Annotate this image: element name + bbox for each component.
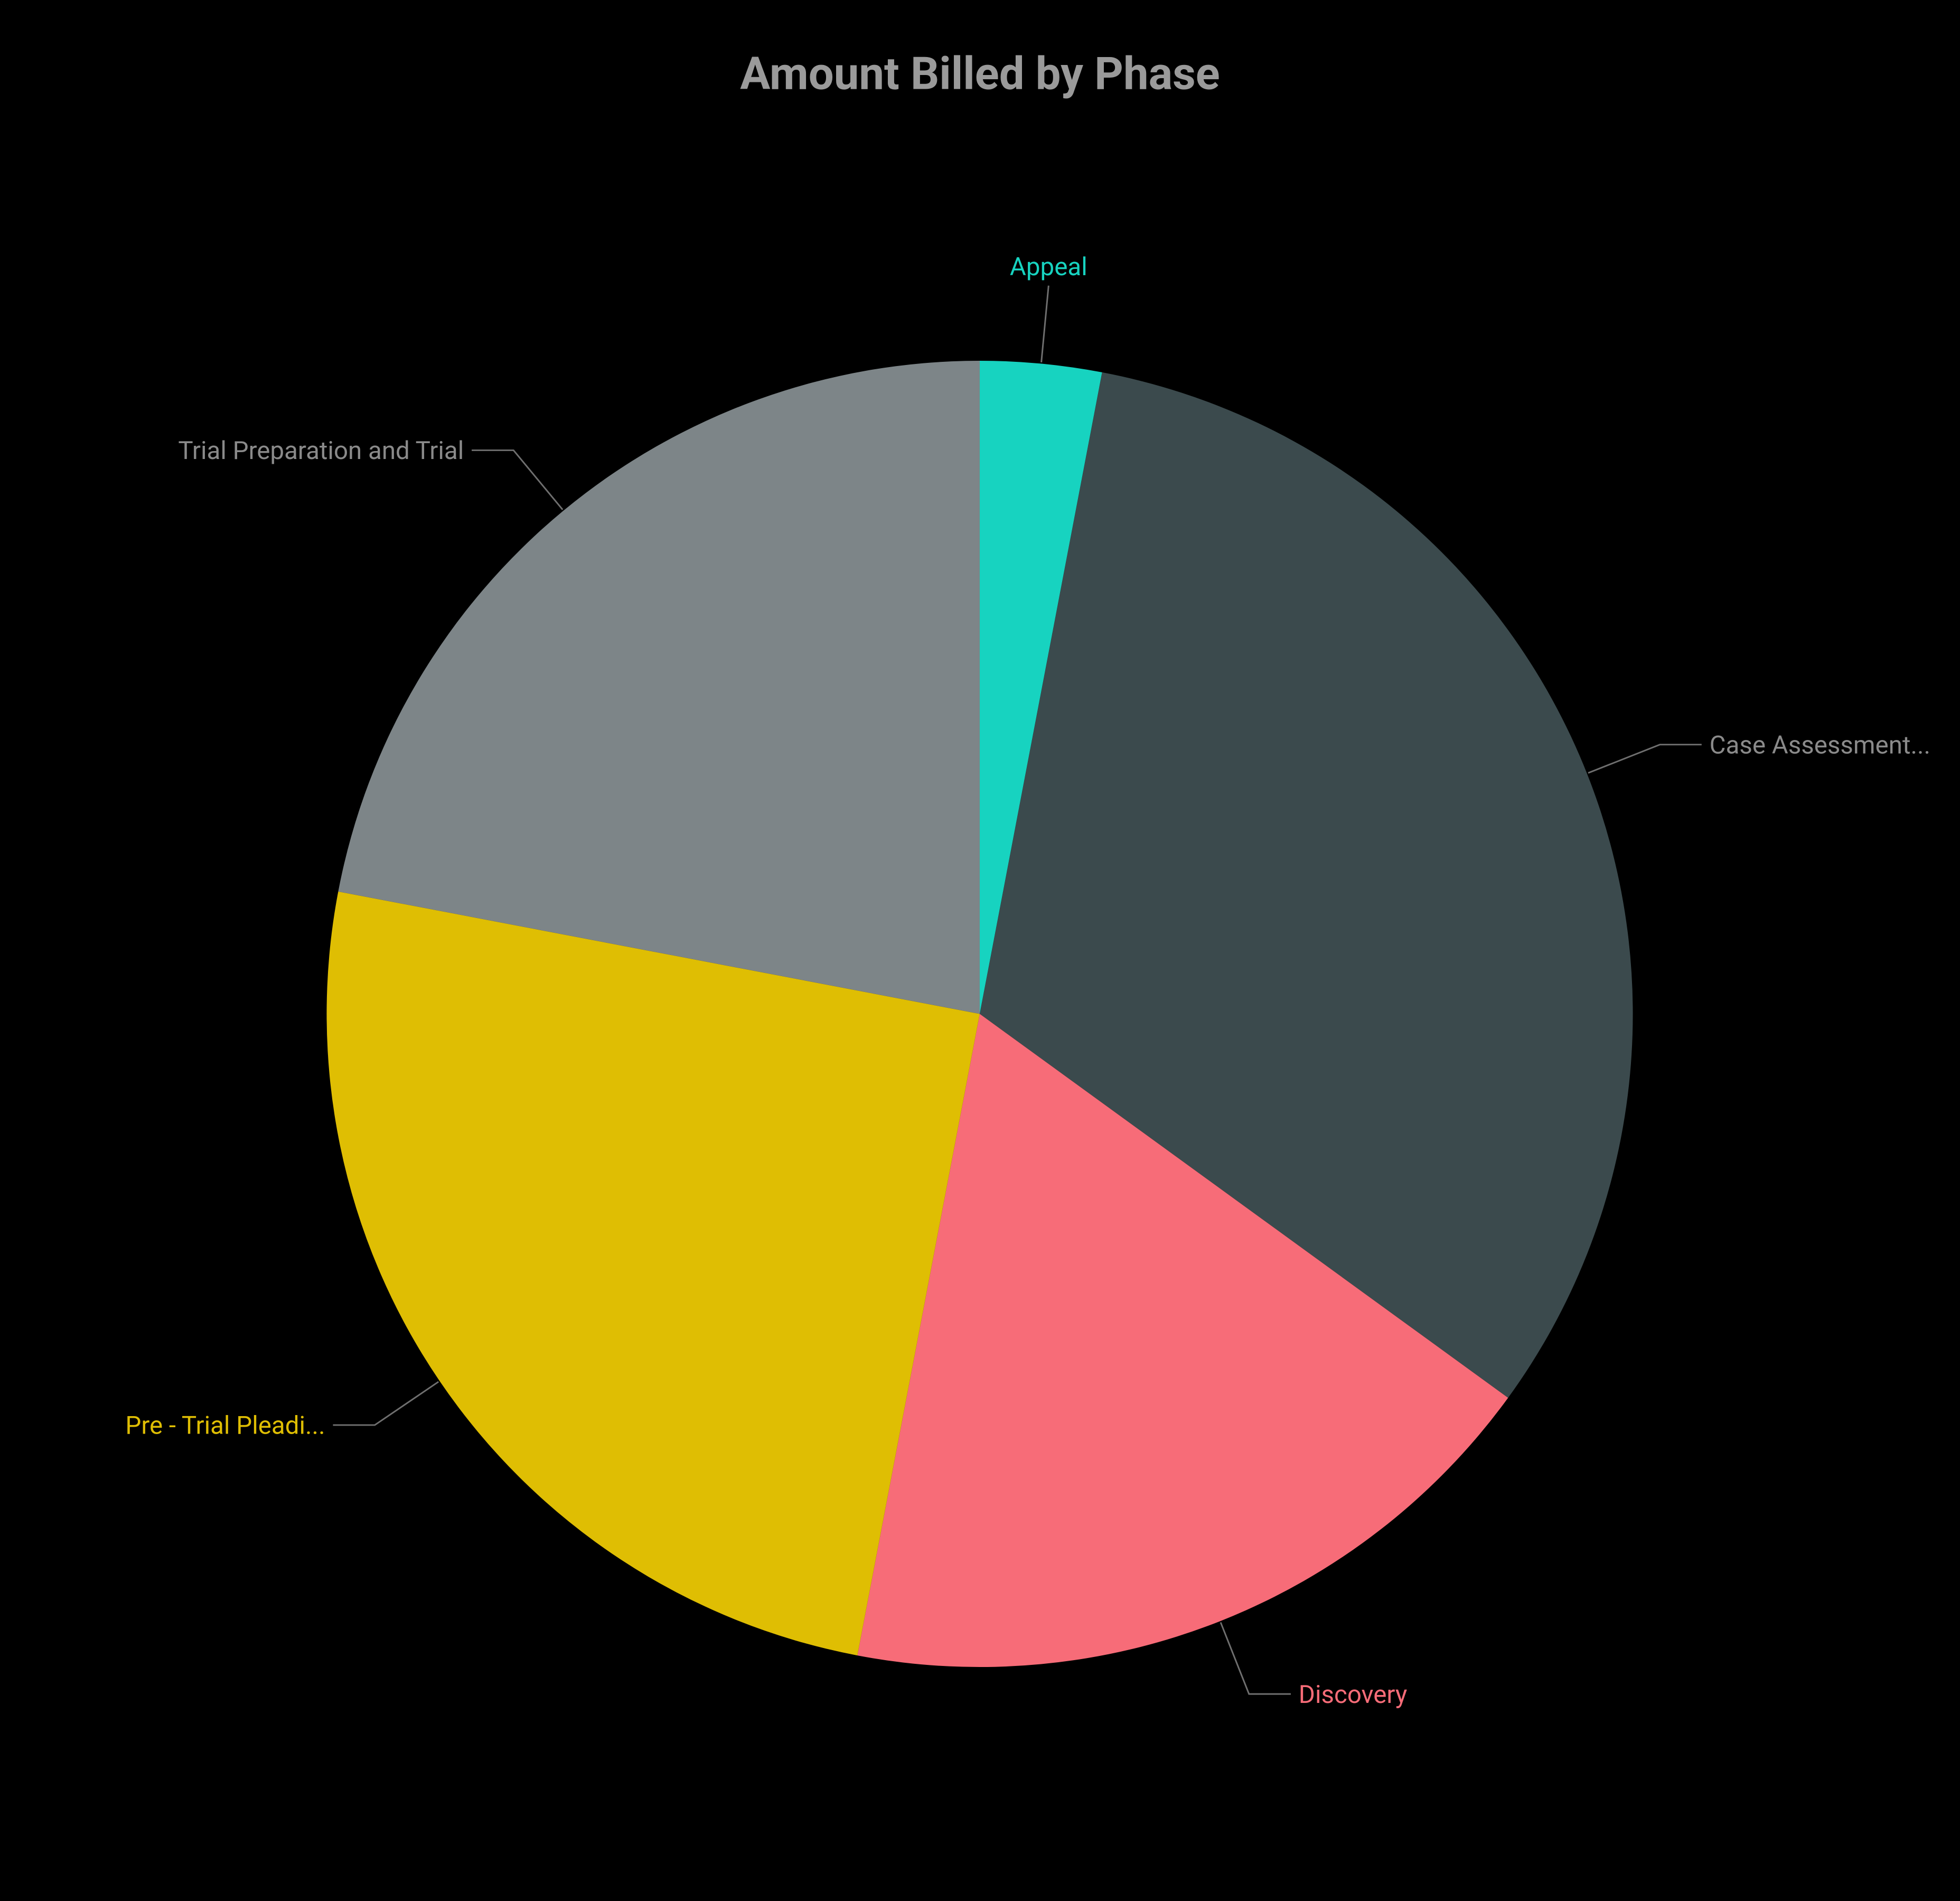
slice-label: Case Assessment... xyxy=(1710,730,1930,760)
slice-label: Trial Preparation and Trial xyxy=(178,436,464,465)
pie-chart: Amount Billed by Phase Appeal Case Assessm… xyxy=(11,21,1949,1890)
slice-label: Pre - Trial Pleadi... xyxy=(125,1411,325,1440)
pie-chart-container: Amount Billed by Phase Amount Billed by … xyxy=(0,0,1960,1901)
slice-label: Appeal xyxy=(1010,252,1087,282)
chart-title-svg: Amount Billed by Phase xyxy=(740,48,1220,100)
slice-label: Discovery xyxy=(1299,1680,1408,1709)
